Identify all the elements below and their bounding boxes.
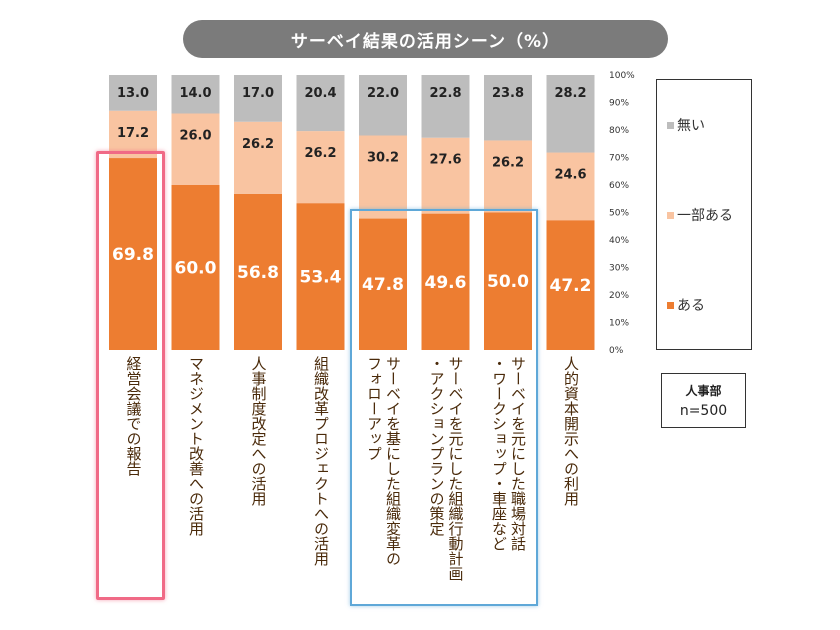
highlight-red-box [96,151,165,600]
bar-nai-5 [421,75,470,138]
category-label-0: 経営会議での報告 [124,356,143,476]
bar-aru-7 [546,220,595,350]
data-label-aru-0: 69.8 [112,245,154,265]
data-label-ichibu-0: 17.2 [117,126,149,141]
bar-ichibu-6 [484,140,532,213]
legend-swatch-aru [667,301,674,309]
bar-ichibu-3 [296,131,345,204]
category-label-3: 組織改革プロジェクトへの活用 [312,356,330,566]
bar-nai-4 [359,75,407,136]
legend-item-ichibu: 一部ある [667,205,733,225]
data-label-ichibu-7: 24.6 [554,168,586,183]
y-tick-3: 30% [609,264,629,274]
data-label-ichibu-3: 26.2 [304,146,336,161]
data-label-aru-4: 47.8 [362,275,404,295]
bar-aru-3 [296,203,345,350]
data-label-ichibu-6: 26.2 [492,155,524,170]
data-label-ichibu-1: 26.0 [179,129,211,144]
y-tick-1: 10% [609,319,629,329]
bar-nai-1 [171,75,220,114]
legend-swatch-ichibu [667,211,674,219]
legend-swatch-nai [667,121,674,129]
legend-item-nai: 無い [667,115,705,135]
data-label-nai-6: 23.8 [492,86,524,101]
bar-ichibu-5 [421,137,470,214]
bar-ichibu-2 [234,121,282,194]
data-label-aru-7: 47.2 [550,276,592,296]
bar-nai-7 [546,75,595,153]
y-tick-8: 80% [609,126,629,136]
highlight-blue-box [350,209,538,606]
chart-title: サーベイ結果の活用シーン（%） [183,20,668,58]
data-label-nai-1: 14.0 [179,86,211,101]
category-label-6: サーベイを元にした職場対話 ・ワークショップ・車座など [490,356,527,551]
sample-note: 人事部 n=500 [661,373,746,428]
bar-nai-6 [484,75,532,141]
note-respondent: 人事部 [685,384,722,398]
y-tick-4: 40% [609,236,629,246]
category-label-7: 人的資本開示への利用 [562,356,580,506]
data-label-aru-2: 56.8 [237,263,279,283]
bar-nai-2 [234,75,282,122]
bar-aru-0 [109,158,157,350]
category-label-4: サーベイを基にした組織変革の フォローアップ [365,356,402,566]
note-sample-size: n=500 [679,403,728,419]
data-label-aru-6: 50.0 [487,272,529,292]
bar-nai-0 [109,75,157,111]
bar-ichibu-1 [171,113,220,185]
data-label-ichibu-2: 26.2 [242,137,274,152]
y-tick-2: 20% [609,291,629,301]
y-tick-10: 100% [609,71,635,81]
y-tick-7: 70% [609,154,629,164]
y-axis-ticks: 0% 10% 20% 30% 40% 50% 60% 70% 80% 90% 100% [609,71,635,356]
legend-label-nai: 無い [677,118,705,134]
y-tick-0: 0% [609,346,624,356]
legend-label-aru: ある [677,298,705,314]
data-label-nai-0: 13.0 [117,86,149,101]
bars-group: 69.8 17.2 13.0 60.0 26.0 14.0 56.8 26.2 17.0 53.4… [109,75,595,350]
data-label-ichibu-5: 27.6 [429,153,461,168]
bar-aru-1 [171,185,220,350]
y-tick-6: 60% [609,181,629,191]
bar-aru-4 [359,218,407,350]
bar-aru-6 [484,212,532,350]
data-label-nai-5: 22.8 [429,86,461,101]
data-label-ichibu-4: 30.2 [367,151,399,166]
bar-nai-3 [296,75,345,132]
data-label-nai-7: 28.2 [554,86,586,101]
category-label-2: 人事制度改定への活用 [249,356,268,506]
category-label-1: マネジメント改善への活用 [187,356,205,536]
legend-label-ichibu: 一部ある [677,208,733,224]
y-tick-9: 90% [609,99,629,109]
category-label-5: サーベイを元にした組織行動計画 ・アクションプランの策定 [427,356,465,581]
data-label-aru-5: 49.6 [425,273,467,293]
legend-item-aru: ある [667,295,705,315]
bar-ichibu-7 [546,152,595,221]
data-label-nai-4: 22.0 [367,86,399,101]
bar-ichibu-0 [109,110,157,159]
data-label-nai-3: 20.4 [304,86,336,101]
bar-aru-2 [234,193,282,350]
bar-aru-5 [421,213,470,350]
y-tick-5: 50% [609,209,629,219]
data-label-aru-3: 53.4 [300,268,342,288]
data-label-aru-1: 60.0 [175,258,217,278]
data-label-nai-2: 17.0 [242,86,274,101]
legend: 無い 一部ある ある [656,79,752,350]
bar-ichibu-4 [359,135,407,219]
